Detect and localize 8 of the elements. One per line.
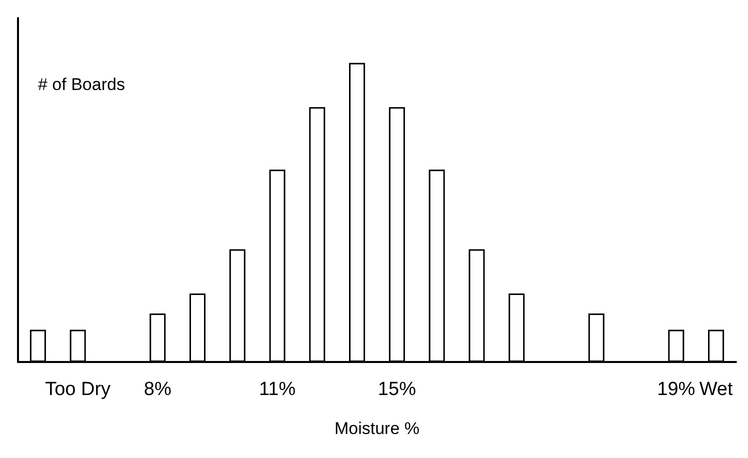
x-tick-label: 8%	[144, 379, 172, 400]
y-axis-title: # of Boards	[38, 75, 125, 94]
x-axis-title: Moisture %	[334, 419, 420, 438]
x-tick-label: 11%	[258, 379, 296, 400]
x-tick-label: Too Dry	[45, 379, 112, 400]
x-tick-label: Wet	[699, 379, 734, 400]
x-tick-label: 15%	[378, 379, 416, 400]
x-tick-label: 19%	[657, 379, 696, 400]
